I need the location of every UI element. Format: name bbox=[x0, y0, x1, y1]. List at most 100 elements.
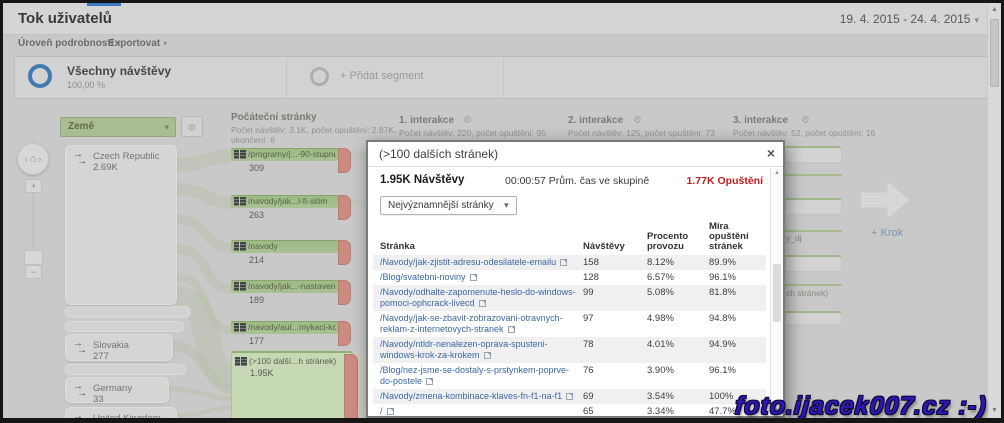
external-link-icon[interactable] bbox=[560, 259, 568, 266]
zoom-out-button[interactable]: − bbox=[25, 265, 42, 279]
home-icon[interactable]: ⌂ bbox=[29, 153, 37, 165]
scroll-up-icon[interactable]: ▲ bbox=[991, 6, 998, 13]
external-link-icon[interactable] bbox=[507, 326, 515, 333]
home-navigation-control[interactable]: ‹ ⌂ › bbox=[17, 143, 49, 175]
export-menu[interactable]: Exportovat ▾ bbox=[108, 38, 167, 49]
pan-left-icon[interactable]: ‹ bbox=[24, 154, 28, 164]
country-value: 277 bbox=[93, 351, 109, 362]
visits-value: 99 bbox=[583, 287, 594, 298]
scrollbar-thumb[interactable] bbox=[773, 264, 781, 322]
country-node-czech-republic[interactable]: → → Czech Republic 2.69K bbox=[65, 145, 177, 305]
page-node[interactable]: /navody/aut...mykaci-kod 177 bbox=[231, 321, 351, 349]
page-link[interactable]: /Navody/zmena-kombinace-klaves-fn-f1-na-… bbox=[380, 391, 563, 401]
page-node[interactable]: /navody 214 bbox=[231, 240, 351, 268]
exit-value: 96.1% bbox=[709, 365, 736, 376]
date-range-picker[interactable]: 19. 4. 2015 - 24. 4. 2015 ▾ bbox=[840, 12, 979, 26]
dimension-select[interactable]: Země ▾ bbox=[60, 117, 176, 137]
page-node[interactable]: /navody/jak...i-fi-sitim 263 bbox=[231, 195, 351, 223]
page-grid-icon bbox=[234, 323, 246, 332]
avg-time-stat: 00:00:57 Prům. čas ve skupině bbox=[505, 175, 650, 187]
page-link[interactable]: /Blog/svatebni-noviny bbox=[380, 272, 466, 282]
gear-icon: ⚙ bbox=[187, 123, 197, 134]
external-link-icon[interactable] bbox=[483, 352, 491, 359]
exit-value: 94.8% bbox=[709, 313, 736, 324]
page-grid-icon bbox=[234, 242, 246, 251]
dialog-stats: 1.95K Návštěvy 00:00:57 Prům. čas ve sku… bbox=[380, 174, 763, 189]
chevron-down-icon: ▾ bbox=[164, 122, 169, 132]
page-node-selected[interactable]: (>100 další...h stránek) 1.95K bbox=[231, 351, 358, 418]
page-link[interactable]: /Navody/odhalte-zapomenute-heslo-do-wind… bbox=[380, 287, 576, 308]
visits-value: 97 bbox=[583, 313, 594, 324]
scroll-down-icon[interactable]: ▼ bbox=[774, 408, 780, 414]
page-scrollbar[interactable]: ▲ ▼ bbox=[987, 3, 1001, 418]
date-range-value: 19. 4. 2015 - 24. 4. 2015 bbox=[839, 12, 971, 26]
external-link-icon[interactable] bbox=[469, 274, 477, 281]
external-link-icon[interactable] bbox=[426, 378, 434, 385]
external-link-icon[interactable] bbox=[566, 393, 574, 400]
zoom-slider-track[interactable] bbox=[32, 193, 35, 253]
table-header-row: Stránka Návštěvy Procento provozu Míra o… bbox=[373, 220, 766, 255]
dialog-scrollbar[interactable]: ▲ ▼ bbox=[770, 168, 783, 416]
page-link[interactable]: /Navody/jak-zjistit-adresu-odesilatele-e… bbox=[380, 257, 557, 267]
table-row: /Blog/svatebni-noviny 128 6.57% 96.1% bbox=[373, 270, 766, 285]
page-node[interactable]: /navody/jak...-nastaveni 189 bbox=[231, 280, 351, 308]
gear-icon[interactable]: ⚙ bbox=[633, 115, 642, 126]
page-link[interactable]: / bbox=[380, 406, 383, 416]
country-label: Czech Republic bbox=[93, 151, 160, 162]
gear-icon[interactable]: ⚙ bbox=[801, 115, 810, 126]
pan-right-icon[interactable]: › bbox=[38, 154, 42, 164]
dropoff-segment bbox=[338, 195, 351, 220]
scroll-down-icon[interactable]: ▼ bbox=[991, 407, 998, 414]
exit-value: 47.7% bbox=[709, 406, 736, 416]
pages-filter-dropdown[interactable]: Nejvýznamnější stránky ▾ bbox=[380, 196, 517, 215]
table-row: /Navody/odhalte-zapomenute-heslo-do-wind… bbox=[373, 285, 766, 311]
traffic-value: 3.90% bbox=[647, 365, 674, 376]
segment-label: Všechny návštěvy bbox=[67, 64, 172, 78]
add-segment-button[interactable]: + Přidat segment bbox=[288, 57, 504, 98]
country-label: Slovakia bbox=[93, 340, 129, 351]
dialog-title: (>100 dalších stránek) bbox=[379, 147, 499, 161]
node-label-partial: ch stránek) bbox=[786, 288, 829, 298]
page-link[interactable]: /Navody/ntldr-nenalezen-oprava-spusteni-… bbox=[380, 339, 548, 360]
dimension-settings-button[interactable]: ⚙ bbox=[181, 116, 203, 137]
column-title: 1. interakce bbox=[399, 115, 455, 126]
zoom-slider-thumb[interactable] bbox=[24, 250, 43, 265]
flow-arrows-icon: →→ bbox=[73, 411, 83, 422]
add-step-button[interactable]: + Krok bbox=[871, 227, 904, 239]
country-node-united-kingdom[interactable]: →→ United Kingdom bbox=[65, 407, 177, 422]
column-title: Počáteční stránky bbox=[231, 112, 317, 123]
country-node-slovakia[interactable]: → → Slovakia 277 bbox=[65, 334, 173, 362]
gear-icon[interactable]: ⚙ bbox=[463, 115, 472, 126]
country-node-germany[interactable]: → → Germany 33 bbox=[65, 377, 169, 405]
pages-filter-value: Nejvýznamnější stránky bbox=[388, 200, 494, 211]
header-visits: Návštěvy bbox=[583, 241, 625, 252]
scroll-up-icon[interactable]: ▲ bbox=[774, 170, 780, 176]
external-link-icon[interactable] bbox=[386, 408, 394, 415]
segment-all-visits[interactable]: Všechny návštěvy 100,00 % bbox=[15, 57, 287, 98]
node-label: /navody bbox=[248, 241, 278, 251]
header-exit: Míra opuštění stránek bbox=[709, 221, 749, 252]
external-link-icon[interactable] bbox=[478, 300, 486, 307]
table-row: /Navody/zmena-kombinace-klaves-fn-f1-na-… bbox=[373, 389, 766, 404]
table-row: / 65 3.34% 47.7% bbox=[373, 404, 766, 416]
traffic-value: 6.57% bbox=[647, 272, 674, 283]
close-icon[interactable]: × bbox=[766, 145, 775, 161]
page-node[interactable]: /programy/j...-90-stupnu 309 bbox=[231, 148, 351, 176]
node-value: 214 bbox=[249, 255, 265, 265]
node-label: /navody/jak...-nastaveni bbox=[248, 281, 336, 291]
chevron-down-icon: ▾ bbox=[974, 15, 979, 25]
segment-circle-icon bbox=[28, 64, 52, 88]
page-link[interactable]: /Navody/jak-se-zbavit-zobrazovani-otravn… bbox=[380, 313, 563, 334]
page-grid-icon bbox=[234, 197, 246, 206]
page-node-partial bbox=[785, 230, 842, 232]
scrollbar-thumb[interactable] bbox=[990, 19, 999, 87]
visits-value: 76 bbox=[583, 365, 594, 376]
zoom-in-button[interactable]: + bbox=[25, 179, 42, 193]
detail-level-menu[interactable]: Úroveň podrobnosti ▾ bbox=[18, 38, 121, 49]
traffic-value: 4.98% bbox=[647, 313, 674, 324]
page-grid-icon bbox=[234, 282, 246, 291]
page-link[interactable]: /Blog/nez-jsme-se-dostaly-s-prstynkem-po… bbox=[380, 365, 570, 386]
flow-arrows-icon: →→ bbox=[73, 381, 87, 399]
node-label-partial: y_dj bbox=[786, 233, 802, 243]
